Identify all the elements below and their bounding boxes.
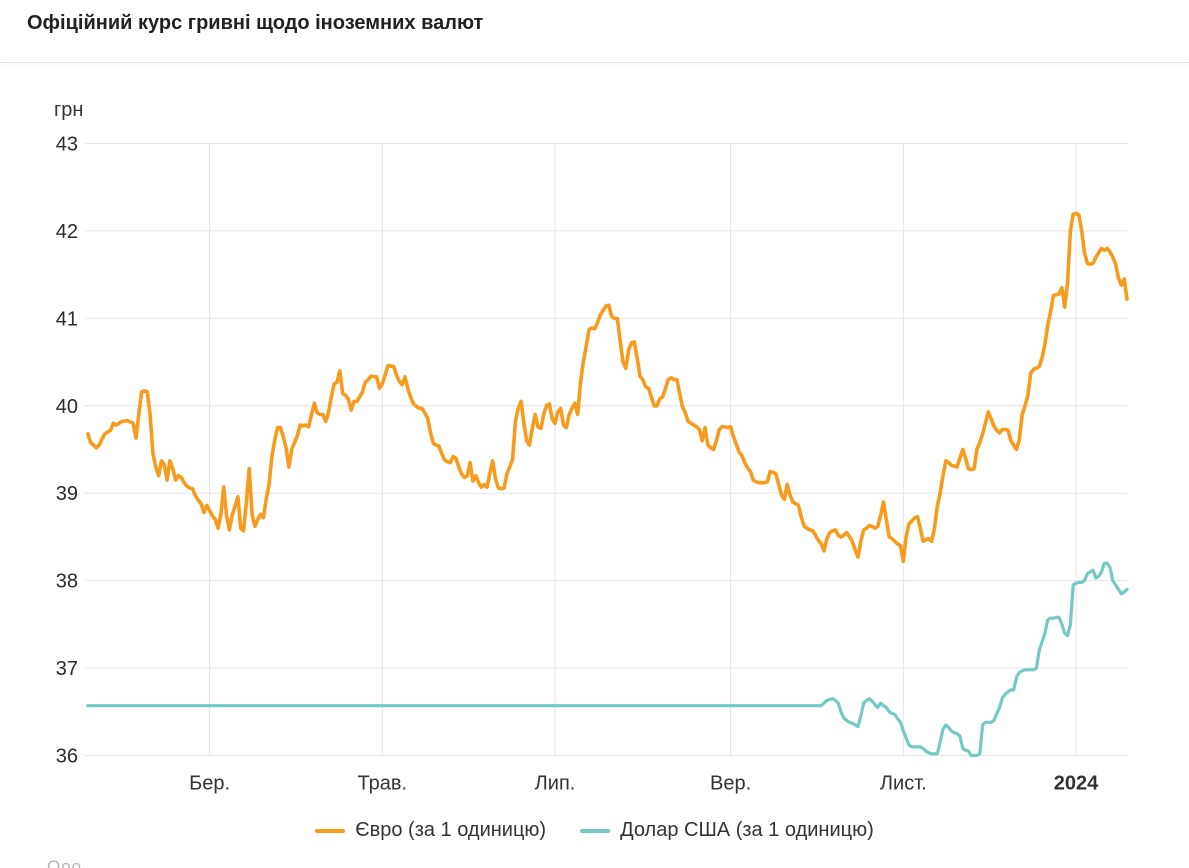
clipped-footer-text: Ооо (47, 858, 83, 868)
legend-label-euro: Євро (за 1 одиницю) (355, 819, 547, 841)
x-tick-label: Вер. (710, 773, 751, 795)
usd-line-swatch (580, 828, 611, 833)
y-tick-label: 39 (56, 483, 78, 505)
x-tick-label: Лип. (535, 773, 576, 795)
x-tick-label: Бер. (189, 773, 230, 795)
legend-label-usd: Долар США (за 1 одиницю) (620, 819, 874, 841)
euro-line-swatch (315, 828, 346, 833)
legend-item-usd[interactable]: Долар США (за 1 одиницю) (580, 819, 874, 842)
y-tick-label: 36 (56, 746, 78, 768)
y-tick-label: 43 (56, 134, 78, 156)
page-title: Офіційний курс гривні щодо іноземних вал… (27, 12, 484, 34)
y-tick-label: 41 (56, 308, 78, 330)
euro-series-line[interactable] (86, 211, 1129, 564)
x-tick-label: Трав. (358, 773, 408, 795)
legend-item-euro[interactable]: Євро (за 1 одиницю) (315, 819, 546, 842)
x-tick-label: 2024 (1054, 773, 1099, 795)
y-tick-label: 38 (56, 571, 78, 593)
chart-legend: Євро (за 1 одиницю) Долар США (за 1 один… (0, 819, 1189, 842)
x-tick-label: Лист. (880, 773, 927, 795)
y-tick-label: 37 (56, 658, 78, 680)
y-tick-label: 40 (56, 396, 78, 418)
header-divider (0, 62, 1189, 63)
y-tick-label: 42 (56, 221, 78, 243)
y-axis-unit-label: грн (54, 99, 84, 121)
usd-series-line[interactable] (86, 561, 1129, 758)
